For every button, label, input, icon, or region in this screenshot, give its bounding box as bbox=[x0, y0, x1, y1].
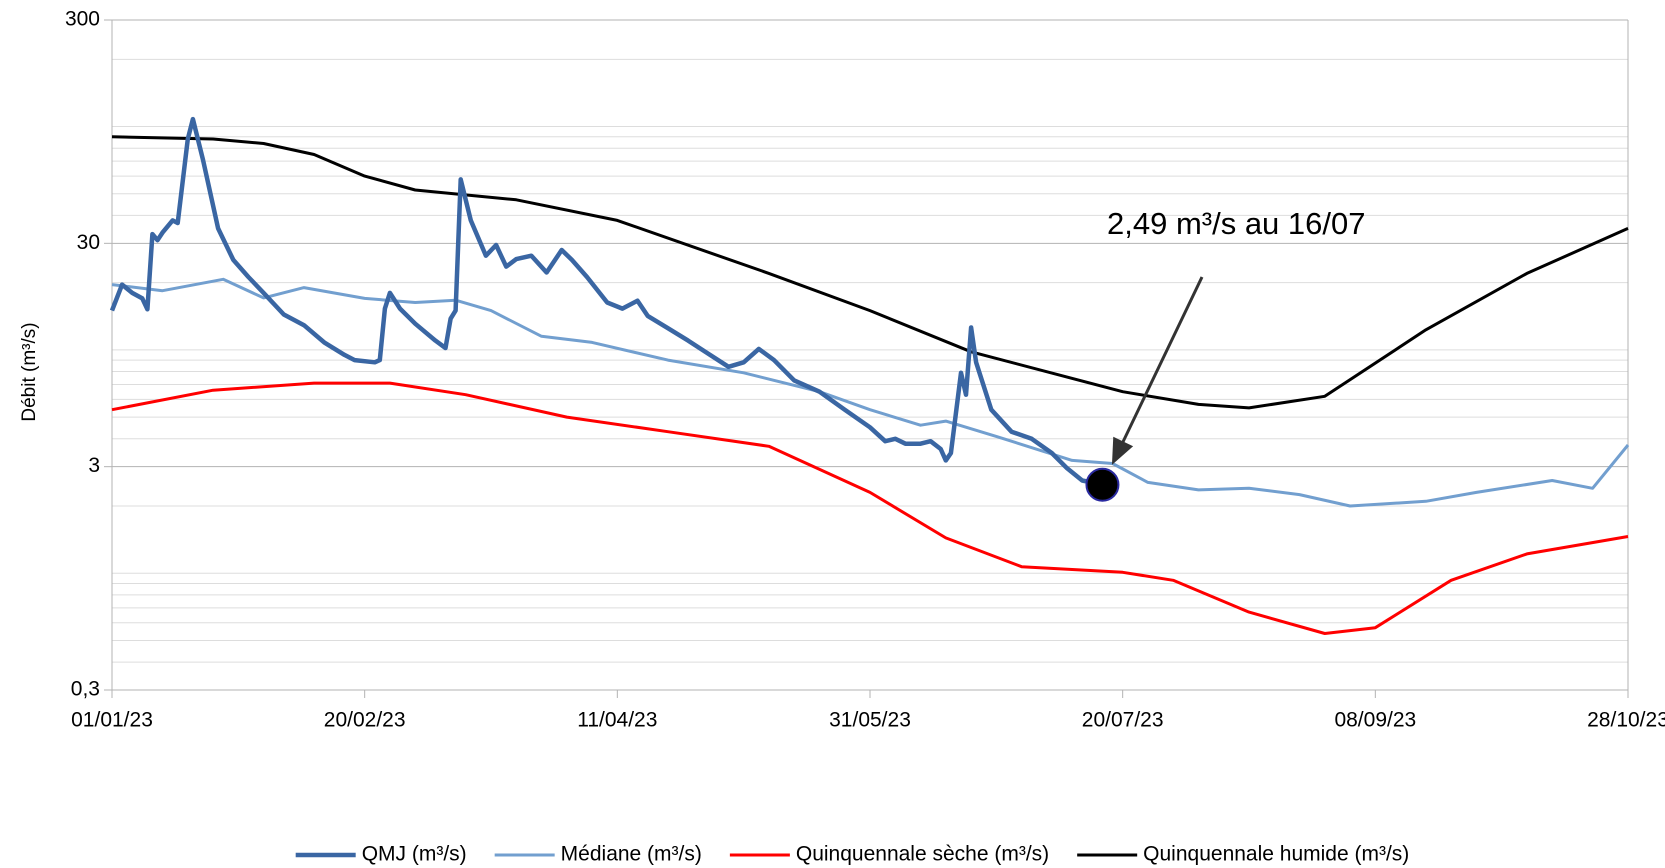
legend-label: Quinquennale humide (m³/s) bbox=[1143, 843, 1409, 866]
x-tick-label: 28/10/23 bbox=[1587, 709, 1665, 732]
y-tick-label: 0,3 bbox=[71, 678, 100, 701]
y-tick-label: 300 bbox=[65, 8, 100, 31]
x-tick-label: 11/04/23 bbox=[577, 709, 657, 732]
annotation: 2,49 m³/s au 16/07 bbox=[1107, 206, 1366, 241]
x-tick-label: 20/02/23 bbox=[324, 709, 406, 732]
legend-label: Médiane (m³/s) bbox=[561, 843, 702, 866]
y-tick-label: 30 bbox=[77, 231, 100, 254]
y-axis-label: Débit (m³/s) bbox=[19, 322, 40, 421]
x-tick-label: 20/07/23 bbox=[1082, 709, 1164, 732]
series-line bbox=[111, 135, 1629, 410]
x-tick-label: 31/05/23 bbox=[829, 709, 911, 732]
x-tick-label: 01/01/23 bbox=[71, 709, 153, 732]
series-line bbox=[109, 116, 1103, 487]
y-tick-label: 3 bbox=[88, 454, 100, 477]
series-line bbox=[111, 381, 1629, 635]
annotation-arrow bbox=[1116, 276, 1204, 453]
legend-label: Quinquennale sèche (m³/s) bbox=[796, 843, 1049, 866]
arrow-head bbox=[1111, 436, 1134, 465]
legend-label: QMJ (m³/s) bbox=[362, 843, 467, 866]
x-tick-label: 08/09/23 bbox=[1334, 709, 1416, 732]
series-line bbox=[111, 277, 1630, 508]
highlight-point bbox=[1085, 467, 1120, 502]
